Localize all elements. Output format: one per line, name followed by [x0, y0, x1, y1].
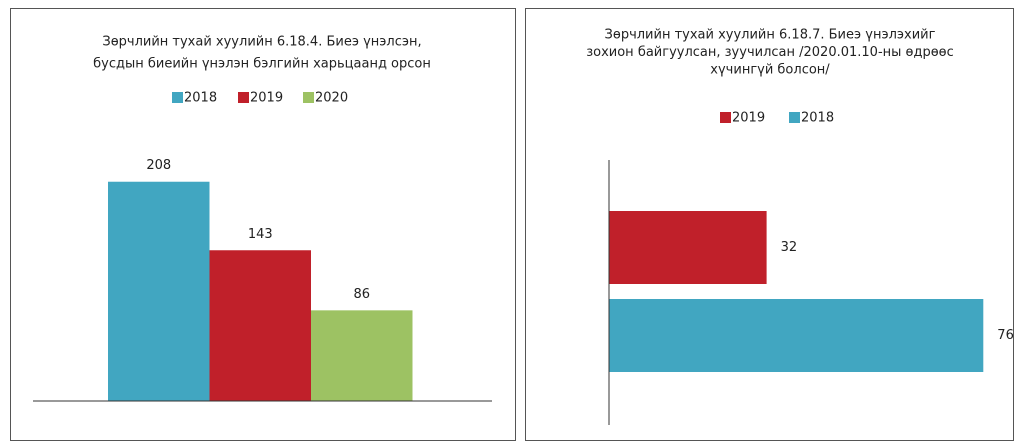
bar: [311, 310, 413, 401]
chart-title: зохион байгуулсан, зуучилсан /2020.01.10…: [586, 45, 954, 60]
value-label: 208: [146, 158, 171, 173]
legend-swatch: [238, 92, 249, 103]
legend-swatch: [720, 112, 731, 123]
legend-label: 2018: [801, 111, 834, 126]
bar: [209, 250, 311, 401]
legend-swatch: [789, 112, 800, 123]
chart-title: хүчингүй болсон/: [710, 63, 830, 78]
legend-swatch: [172, 92, 183, 103]
legend-label: 2019: [250, 91, 283, 106]
legend-label: 2020: [315, 91, 348, 106]
bar: [108, 181, 210, 401]
legend-label: 2019: [732, 111, 765, 126]
chart-title: Зөрчлийн тухай хуулийн 6.18.4. Биеэ үнэл…: [102, 35, 421, 50]
value-label: 86: [353, 287, 370, 302]
value-label: 143: [248, 227, 273, 242]
legend-swatch: [303, 92, 314, 103]
bar: [609, 211, 767, 284]
bar: [609, 299, 984, 372]
legend-label: 2018: [184, 91, 217, 106]
value-label: 32: [781, 240, 798, 255]
value-label: 76: [997, 328, 1014, 343]
chart-title: Зөрчлийн тухай хуулийн 6.18.7. Биеэ үнэл…: [605, 28, 936, 43]
chart-title: бусдын биеийн үнэлэн бэлгийн харьцаанд о…: [93, 57, 431, 72]
